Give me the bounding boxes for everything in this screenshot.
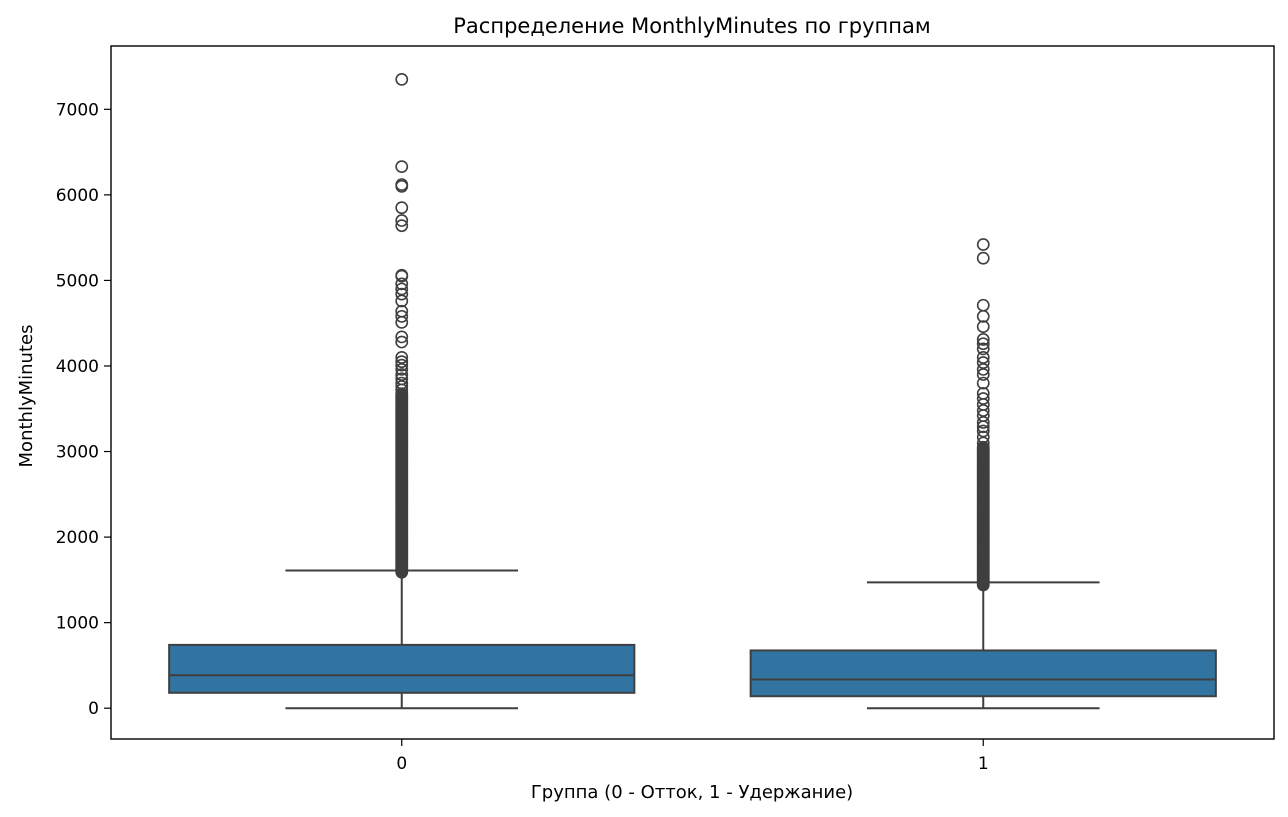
outlier-point bbox=[395, 282, 409, 296]
outlier-point bbox=[395, 287, 409, 301]
outlier-point bbox=[976, 298, 990, 312]
outlier-point bbox=[976, 440, 990, 454]
outlier-point bbox=[976, 238, 990, 251]
y-tick-label: 6000 bbox=[56, 186, 99, 206]
y-tick-label: 3000 bbox=[56, 443, 99, 463]
plot-frame bbox=[110, 45, 1275, 740]
outlier-point bbox=[395, 351, 409, 364]
outlier-point bbox=[395, 219, 409, 233]
x-tick-label: 0 bbox=[396, 754, 407, 774]
outlier-point bbox=[976, 351, 990, 364]
iqr-box bbox=[168, 643, 636, 694]
outlier-point bbox=[395, 178, 409, 191]
outlier-point bbox=[976, 251, 990, 265]
outlier-point bbox=[395, 372, 409, 386]
y-axis-label: MonthlyMinutes bbox=[16, 325, 37, 468]
outlier-point bbox=[395, 72, 409, 86]
outlier-point bbox=[395, 268, 409, 282]
outlier-point bbox=[395, 304, 409, 318]
x-axis-label: Группа (0 - Отток, 1 - Удержание) bbox=[531, 782, 853, 803]
x-tick-label: 1 bbox=[978, 754, 989, 774]
outlier-point bbox=[395, 355, 409, 369]
plot-area bbox=[168, 72, 1217, 710]
outlier-point bbox=[976, 342, 990, 356]
outlier-point bbox=[976, 386, 990, 400]
box-group-1 bbox=[749, 238, 1217, 710]
outlier-point bbox=[976, 430, 990, 444]
outlier-point bbox=[395, 368, 409, 381]
outlier-point bbox=[976, 337, 990, 351]
y-tick-label: 2000 bbox=[56, 528, 99, 548]
outlier-point bbox=[395, 376, 409, 390]
outlier-point bbox=[395, 335, 409, 349]
outlier-point bbox=[976, 376, 990, 390]
outlier-point bbox=[395, 309, 409, 323]
outlier-point bbox=[976, 333, 990, 346]
chart-title: Распределение MonthlyMinutes по группам bbox=[453, 14, 930, 38]
y-tick-label: 7000 bbox=[56, 100, 99, 120]
axis-ticks: 0 1000 2000 3000 4000 5000 6000 7000 0 1 bbox=[56, 100, 989, 774]
outlier-point bbox=[395, 160, 409, 174]
y-tick-label: 4000 bbox=[56, 357, 99, 377]
outlier-point bbox=[976, 356, 990, 369]
outlier-point bbox=[395, 277, 409, 291]
y-tick-label: 1000 bbox=[56, 614, 99, 634]
outlier-point bbox=[976, 392, 990, 405]
outlier-point bbox=[976, 424, 990, 438]
outlier-point bbox=[976, 320, 990, 334]
box-group-0 bbox=[168, 72, 636, 710]
y-tick-label: 5000 bbox=[56, 271, 99, 291]
y-tick-label: 0 bbox=[88, 699, 99, 719]
outlier-point bbox=[395, 201, 409, 215]
outlier-point bbox=[395, 214, 409, 227]
outlier-point bbox=[395, 330, 409, 344]
iqr-box bbox=[749, 649, 1217, 698]
outlier-point bbox=[395, 358, 409, 372]
